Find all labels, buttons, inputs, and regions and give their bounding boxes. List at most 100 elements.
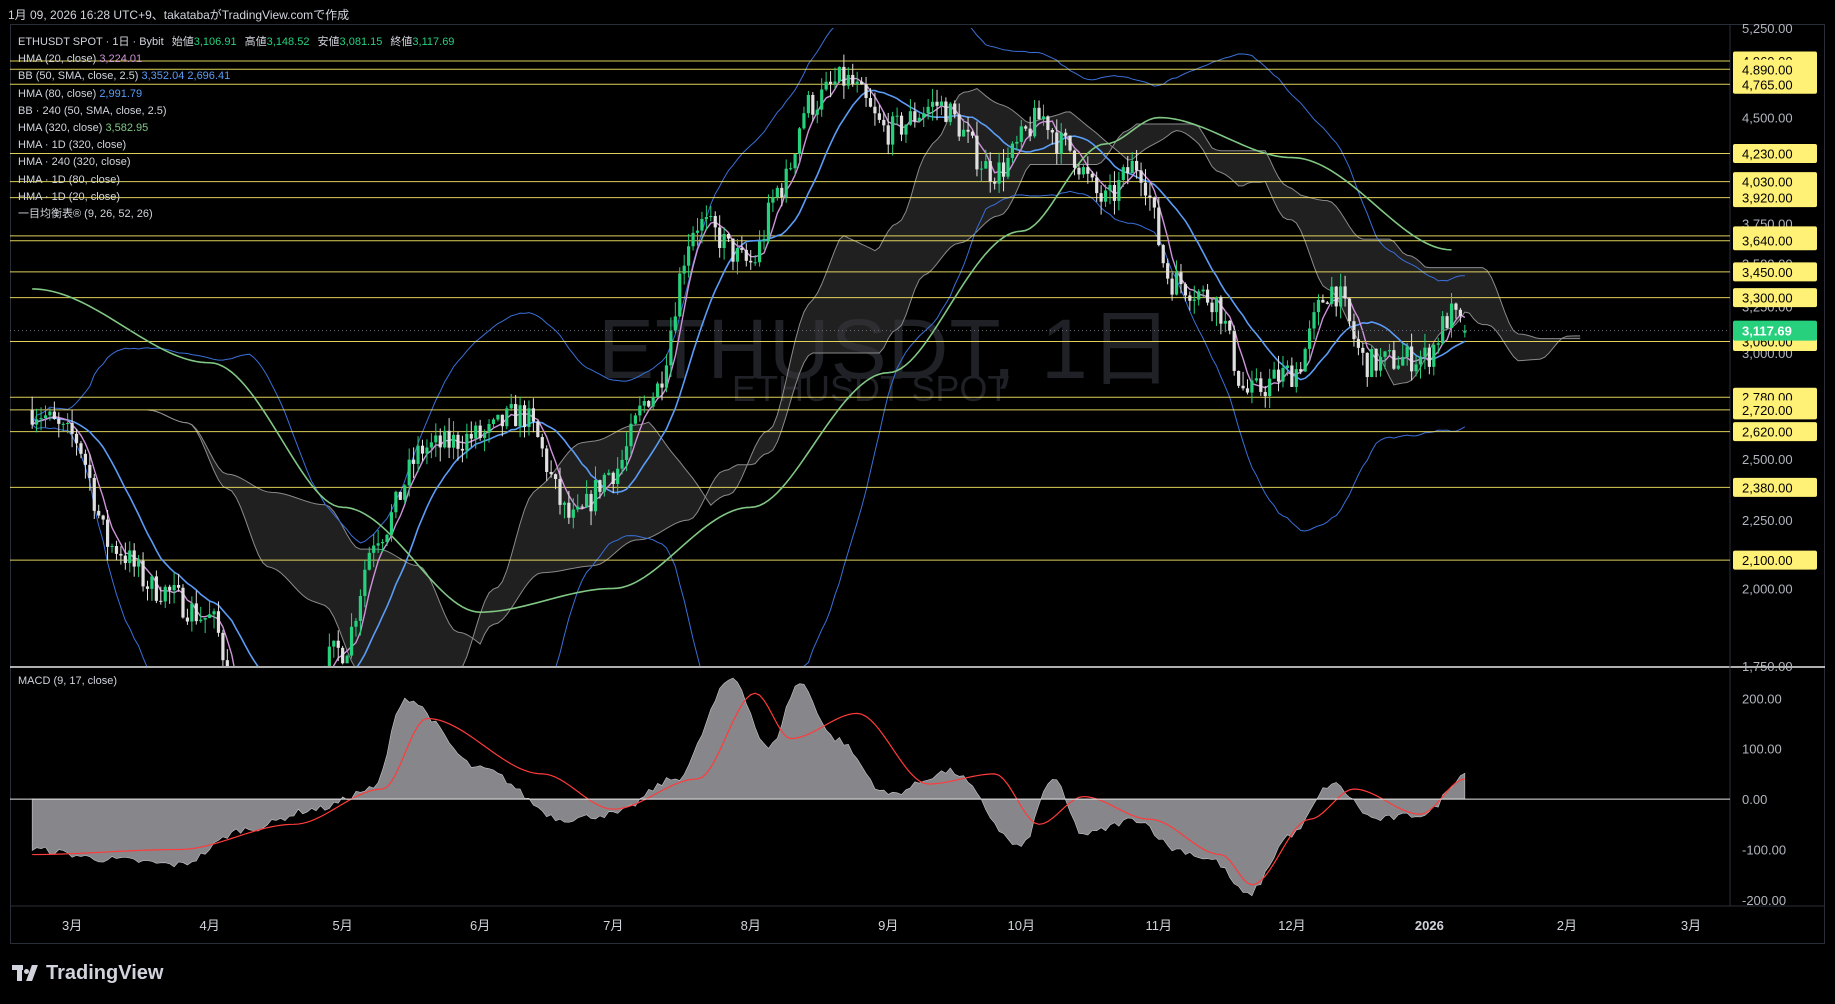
- candle-body: [1126, 167, 1130, 174]
- candle-body: [647, 400, 651, 407]
- candle-body: [336, 640, 340, 648]
- candle-body: [1454, 303, 1458, 310]
- symbol-label[interactable]: ETHUSDT SPOT · 1日 · Bybit: [18, 36, 164, 48]
- candle-body: [1024, 126, 1028, 129]
- level-lines: [10, 60, 1730, 561]
- candle-body: [1263, 391, 1267, 397]
- candle-body: [820, 89, 824, 110]
- candle-body: [1108, 184, 1112, 191]
- candle-body: [616, 468, 620, 484]
- open-label: 始値: [171, 36, 194, 48]
- indicator-row[interactable]: HMA · 1D (320, close): [18, 137, 454, 154]
- watermark-subtitle: ETHUSDT SPOT: [732, 368, 1010, 409]
- candle-body: [1174, 272, 1179, 295]
- price-tick-label: 1,750.00: [1742, 659, 1793, 674]
- indicator-row[interactable]: HMA · 240 (320, close): [18, 154, 454, 171]
- level-label: 4,765.00: [1742, 77, 1793, 92]
- candle-body: [926, 106, 930, 114]
- indicator-row[interactable]: HMA (80, close) 2,991.79: [18, 86, 454, 103]
- candle-body: [66, 423, 70, 425]
- indicator-value: 3,224.01: [99, 53, 143, 66]
- candle-body: [802, 113, 806, 129]
- candle-body: [190, 603, 194, 622]
- high-value: 3,148.52: [266, 36, 310, 48]
- candle-body: [908, 111, 913, 125]
- candle-body: [704, 217, 708, 220]
- candle-body: [1183, 284, 1188, 296]
- hma80-line: [31, 89, 1466, 666]
- indicator-value-2: 2,696.41: [187, 70, 231, 83]
- bb-upper: [31, 28, 1465, 544]
- candle-body: [150, 576, 154, 589]
- level-label-bg: [1733, 188, 1817, 208]
- time-tick-label: 8月: [741, 918, 761, 933]
- candle-body: [1130, 160, 1134, 174]
- candle-body: [403, 485, 407, 500]
- price-tick-label: 4,500.00: [1742, 111, 1793, 126]
- candle-body: [74, 433, 79, 444]
- indicator-row[interactable]: HMA (20, close) 3,224.01: [18, 51, 454, 68]
- candle-body: [1330, 286, 1334, 304]
- candle-body: [846, 74, 850, 86]
- candle-body: [1166, 263, 1170, 279]
- candle-body: [48, 411, 52, 416]
- last-price-badge: [1733, 320, 1817, 341]
- candle-body: [877, 113, 881, 120]
- candle-body: [509, 404, 513, 409]
- candle-body: [207, 614, 212, 618]
- level-label: 4,890.00: [1742, 62, 1793, 77]
- candle-body: [1232, 330, 1236, 371]
- candle-body: [79, 443, 83, 454]
- indicator-row[interactable]: BB (50, SMA, close, 2.5) 3,352.04 2,696.…: [18, 68, 454, 85]
- indicator-row[interactable]: 一目均衡表® (9, 26, 52, 26): [18, 206, 454, 223]
- candle-body: [864, 84, 868, 98]
- indicator-row[interactable]: HMA (320, close) 3,582.95: [18, 120, 454, 137]
- macd-axis: 200.00 100.00 0.00 -100.00 -200.00: [1742, 691, 1786, 908]
- candle-body: [496, 414, 500, 420]
- macd-tick-label: 100.00: [1742, 742, 1782, 757]
- candle-body: [92, 477, 96, 511]
- candle-body: [1259, 378, 1263, 392]
- candle-body: [944, 101, 948, 122]
- candle-body: [678, 273, 682, 317]
- candle-body: [1401, 356, 1405, 366]
- candle-body: [593, 480, 598, 512]
- candle-body: [1361, 347, 1365, 353]
- indicator-row[interactable]: BB · 240 (50, SMA, close, 2.5): [18, 103, 454, 120]
- candle-body: [775, 187, 779, 198]
- indicator-row[interactable]: HMA · 1D (80, close): [18, 172, 454, 189]
- candle-body: [953, 103, 957, 115]
- candle-body: [957, 114, 961, 137]
- level-label: 2,100.00: [1742, 553, 1793, 568]
- candle-body: [895, 115, 899, 117]
- candle-body: [1046, 116, 1050, 131]
- candle-body: [1041, 116, 1046, 120]
- time-tick-label: 6月: [470, 918, 490, 933]
- candle-body: [407, 459, 411, 486]
- candle-body: [1237, 370, 1241, 386]
- candle-body: [784, 168, 788, 198]
- open-value: 3,106.91: [193, 36, 237, 48]
- candle-body: [1112, 184, 1117, 201]
- candle-body: [514, 404, 518, 427]
- candle-body: [1010, 143, 1015, 158]
- macd-tick-label: 0.00: [1742, 792, 1767, 807]
- level-label-bg: [1733, 477, 1817, 497]
- tradingview-logo[interactable]: TradingView: [12, 962, 163, 985]
- indicator-row[interactable]: HMA · 1D (20, close): [18, 189, 454, 206]
- candle-body: [341, 647, 345, 664]
- candle-body: [1356, 339, 1360, 348]
- macd-legend[interactable]: MACD (9, 17, close): [18, 675, 118, 687]
- candle-body: [203, 617, 207, 620]
- candle-body: [1032, 107, 1037, 137]
- indicator-label: HMA (20, close): [18, 53, 97, 66]
- candle-body: [709, 215, 713, 218]
- level-label-bg: [1733, 172, 1817, 192]
- candle-body: [1312, 312, 1316, 329]
- candle-body: [624, 446, 629, 460]
- indicator-label: HMA (320, close): [18, 122, 103, 135]
- candle-body: [279, 702, 282, 715]
- candle-body: [52, 411, 56, 420]
- candle-body: [673, 316, 677, 331]
